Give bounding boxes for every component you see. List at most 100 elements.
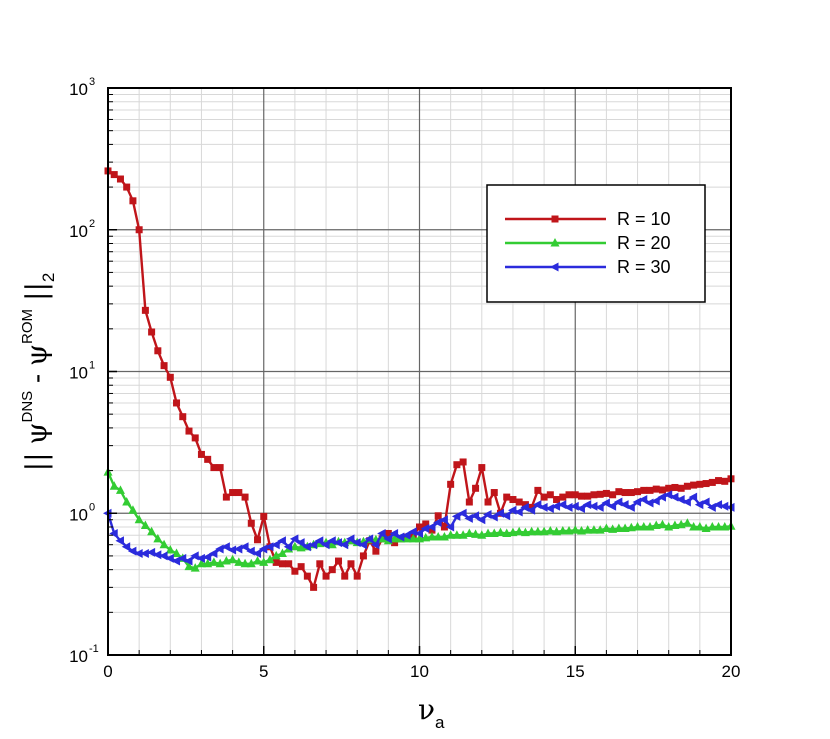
data-point — [682, 497, 691, 507]
data-point — [246, 558, 256, 568]
data-point — [341, 572, 349, 580]
y-tick-exponent: 0 — [89, 501, 95, 513]
data-point — [109, 481, 119, 490]
data-point — [451, 511, 461, 521]
data-point — [209, 557, 219, 566]
data-point — [271, 540, 280, 550]
data-point — [589, 525, 599, 534]
data-point — [445, 522, 455, 532]
data-point — [539, 526, 549, 536]
data-point — [402, 533, 412, 543]
data-point — [166, 373, 174, 381]
data-point — [247, 519, 255, 527]
data-point — [615, 488, 623, 496]
data-point — [609, 491, 617, 499]
y-tick-label: 10 — [69, 647, 88, 666]
data-point — [620, 500, 629, 510]
data-point — [564, 502, 573, 512]
data-point — [495, 527, 505, 537]
data-point — [588, 501, 598, 511]
data-point — [707, 502, 716, 512]
data-point — [353, 572, 361, 580]
data-point — [204, 455, 212, 463]
data-point — [433, 518, 442, 528]
data-point — [658, 486, 666, 494]
data-point — [458, 508, 467, 518]
legend-item-3: R = 30 — [505, 257, 671, 277]
data-point — [621, 489, 629, 497]
data-point — [253, 556, 263, 565]
data-point — [110, 171, 118, 179]
data-point — [715, 477, 723, 485]
data-point — [540, 493, 548, 501]
data-point — [526, 505, 536, 515]
x-tick-label: 0 — [103, 662, 112, 681]
data-point — [472, 484, 480, 492]
data-point — [608, 524, 618, 533]
data-point — [639, 521, 649, 531]
data-point — [135, 226, 143, 234]
data-point — [116, 175, 124, 183]
data-point — [402, 530, 411, 540]
data-point — [483, 509, 492, 519]
y-title-right-bars: || — [20, 282, 53, 301]
data-point — [470, 511, 480, 521]
data-point — [123, 183, 131, 191]
x-axis-subscript: a — [435, 713, 445, 732]
data-point — [571, 491, 579, 499]
data-point — [520, 527, 530, 537]
data-point — [335, 557, 343, 565]
legend-label: R = 20 — [617, 233, 671, 253]
data-point — [645, 498, 654, 508]
data-point — [634, 488, 642, 496]
data-point — [508, 527, 518, 537]
y-axis-title: ||ψDNS - ψROM||2 — [19, 273, 58, 472]
data-point — [607, 501, 617, 511]
data-point — [290, 541, 300, 551]
data-point — [122, 497, 132, 506]
data-point — [545, 525, 555, 535]
x-axis-title: νa — [418, 693, 445, 732]
data-point — [688, 492, 698, 502]
data-point — [601, 523, 611, 533]
data-point — [291, 567, 299, 575]
data-point — [652, 485, 660, 493]
series-1 — [104, 167, 735, 591]
data-point — [695, 521, 705, 531]
data-point — [638, 495, 648, 505]
y-title-sup-rom: ROM — [19, 309, 36, 344]
data-point — [153, 533, 163, 543]
data-point — [509, 496, 517, 504]
data-point — [165, 553, 174, 563]
y-tick-label: 10 — [69, 505, 88, 524]
data-point — [283, 542, 293, 552]
data-point — [134, 549, 143, 559]
data-point — [159, 551, 168, 561]
data-point — [303, 572, 311, 580]
data-point — [440, 523, 448, 531]
data-point — [310, 583, 318, 591]
data-point — [190, 551, 199, 561]
data-point — [160, 362, 168, 370]
legend-label: R = 30 — [617, 257, 671, 277]
data-point — [173, 399, 181, 407]
data-point — [484, 498, 492, 506]
plot-series — [103, 167, 736, 591]
data-point — [483, 528, 493, 537]
data-point — [489, 528, 499, 537]
data-point — [590, 491, 598, 499]
data-point — [696, 480, 704, 488]
data-point — [584, 492, 592, 500]
data-point — [140, 520, 150, 529]
data-point — [422, 520, 430, 528]
data-point — [502, 528, 512, 537]
data-point — [197, 450, 205, 458]
data-point — [682, 518, 692, 527]
data-point — [527, 526, 537, 536]
data-point — [707, 521, 717, 531]
data-point — [632, 497, 642, 507]
data-point — [258, 544, 268, 554]
legend-marker — [550, 262, 559, 272]
data-point — [171, 556, 181, 566]
